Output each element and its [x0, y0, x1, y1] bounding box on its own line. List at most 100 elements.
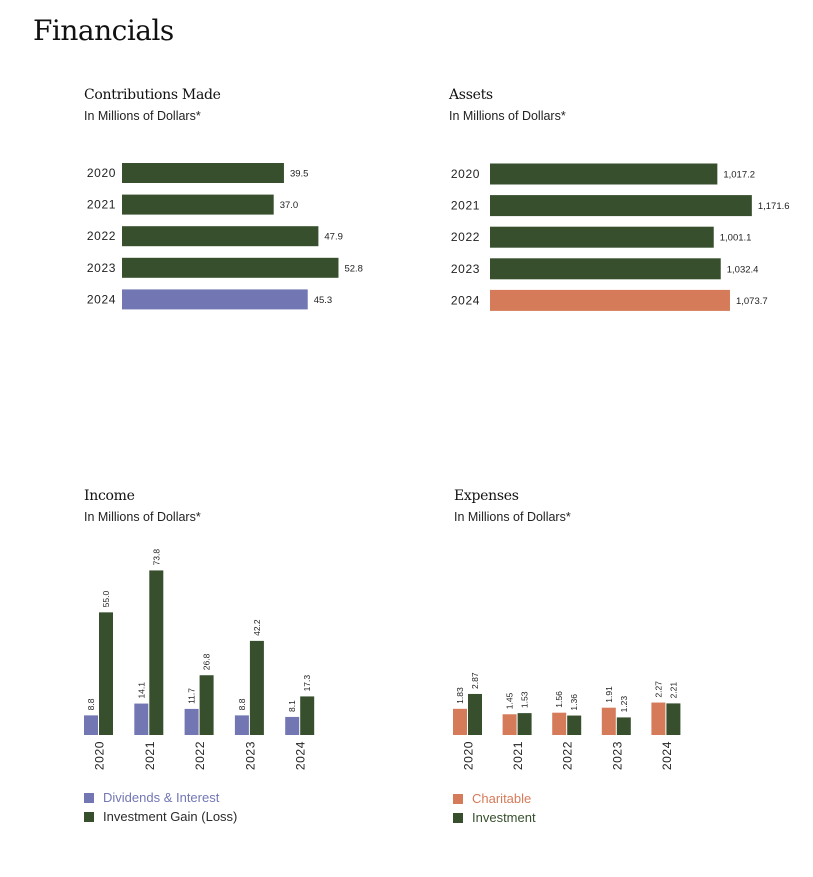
bar	[300, 696, 315, 735]
assets-subtitle: In Millions of Dollars*	[449, 109, 566, 123]
data-label: 1.83	[455, 687, 465, 704]
contributions-title: Contributions Made	[84, 87, 221, 103]
bar	[122, 289, 308, 310]
income-legend: Dividends & Interest Investment Gain (Los…	[84, 788, 237, 826]
bar	[453, 708, 467, 735]
data-label: 1.53	[520, 691, 530, 708]
bar	[122, 163, 284, 183]
category-label: 2020	[93, 741, 107, 770]
data-label: 1.36	[569, 694, 579, 711]
data-label: 1,171.6	[758, 201, 790, 212]
income-panel: Income In Millions of Dollars*	[84, 488, 404, 548]
legend-item: Investment	[453, 808, 536, 827]
bar	[651, 702, 666, 735]
legend-label: Dividends & Interest	[103, 790, 220, 805]
category-label: 2023	[243, 741, 257, 770]
bar	[552, 712, 567, 735]
category-label: 2024	[451, 293, 480, 307]
bar	[122, 257, 339, 278]
bar	[567, 715, 582, 735]
data-label: 47.9	[324, 232, 343, 243]
category-label: 2022	[193, 741, 207, 770]
data-label: 8.8	[86, 698, 96, 710]
legend-swatch	[453, 793, 463, 804]
legend-label: Investment	[472, 810, 536, 825]
expenses-title: Expenses	[454, 488, 519, 504]
category-label: 2020	[462, 741, 476, 770]
data-label: 8.8	[237, 698, 247, 710]
data-label: 1.23	[619, 696, 629, 713]
bar	[666, 703, 681, 735]
bar	[122, 226, 319, 247]
data-label: 42.2	[252, 619, 262, 636]
bar	[490, 258, 721, 280]
data-label: 1,032.4	[727, 264, 759, 275]
contributions-subtitle: In Millions of Dollars*	[84, 109, 201, 123]
data-label: 55.0	[101, 591, 111, 608]
legend-item: Investment Gain (Loss)	[84, 807, 237, 826]
legend-swatch	[84, 792, 94, 803]
data-label: 26.8	[202, 653, 212, 670]
data-label: 2.87	[470, 672, 480, 689]
legend-swatch	[84, 811, 94, 822]
category-label: 2022	[87, 229, 116, 243]
bar	[490, 226, 714, 248]
data-label: 1,001.1	[720, 233, 752, 244]
data-label: 1,017.2	[723, 170, 755, 181]
contributions-panel: Contributions Made In Millions of Dollar…	[84, 87, 404, 327]
bar	[502, 714, 517, 735]
bar	[84, 715, 98, 735]
category-label: 2023	[610, 741, 624, 770]
data-label: 73.8	[151, 549, 161, 566]
bar	[149, 570, 164, 735]
bar	[490, 163, 718, 185]
assets-title: Assets	[449, 87, 493, 103]
data-label: 39.5	[290, 169, 309, 180]
legend-label: Investment Gain (Loss)	[103, 809, 238, 824]
bar	[601, 707, 616, 735]
data-label: 2.21	[668, 682, 678, 699]
bar	[517, 713, 532, 735]
bar	[490, 289, 730, 311]
legend-label: Charitable	[472, 791, 532, 806]
expenses-subtitle: In Millions of Dollars*	[454, 510, 571, 524]
category-label: 2024	[294, 741, 308, 770]
income-title: Income	[84, 488, 135, 504]
category-label: 2024	[660, 741, 674, 770]
page-title: Financials	[33, 14, 174, 47]
category-label: 2022	[451, 230, 480, 244]
category-label: 2021	[511, 741, 525, 770]
data-label: 1.56	[554, 691, 564, 708]
expenses-panel: Expenses In Millions of Dollars*	[454, 488, 774, 548]
data-label: 11.7	[187, 688, 197, 704]
category-label: 2020	[451, 167, 480, 181]
category-label: 2020	[87, 166, 116, 180]
data-label: 37.0	[280, 200, 299, 211]
data-label: 45.3	[314, 295, 333, 306]
category-label: 2021	[87, 198, 116, 212]
category-label: 2023	[87, 261, 116, 275]
data-label: 52.8	[344, 263, 363, 274]
bar	[99, 612, 113, 735]
data-label: 2.27	[653, 681, 663, 698]
category-label: 2021	[143, 741, 157, 770]
bar	[616, 717, 631, 735]
bar	[184, 708, 199, 735]
data-label: 17.3	[302, 675, 312, 692]
category-label: 2021	[451, 199, 480, 213]
data-label: 1.91	[604, 686, 614, 703]
bar	[490, 195, 752, 217]
legend-swatch	[453, 812, 463, 823]
bar	[285, 716, 300, 735]
data-label: 8.1	[287, 700, 297, 712]
income-subtitle: In Millions of Dollars*	[84, 510, 201, 524]
bar	[122, 194, 274, 215]
category-label: 2022	[561, 741, 575, 770]
expenses-legend: Charitable Investment	[453, 789, 536, 827]
bar	[249, 640, 264, 735]
data-label: 1,073.7	[736, 296, 768, 307]
